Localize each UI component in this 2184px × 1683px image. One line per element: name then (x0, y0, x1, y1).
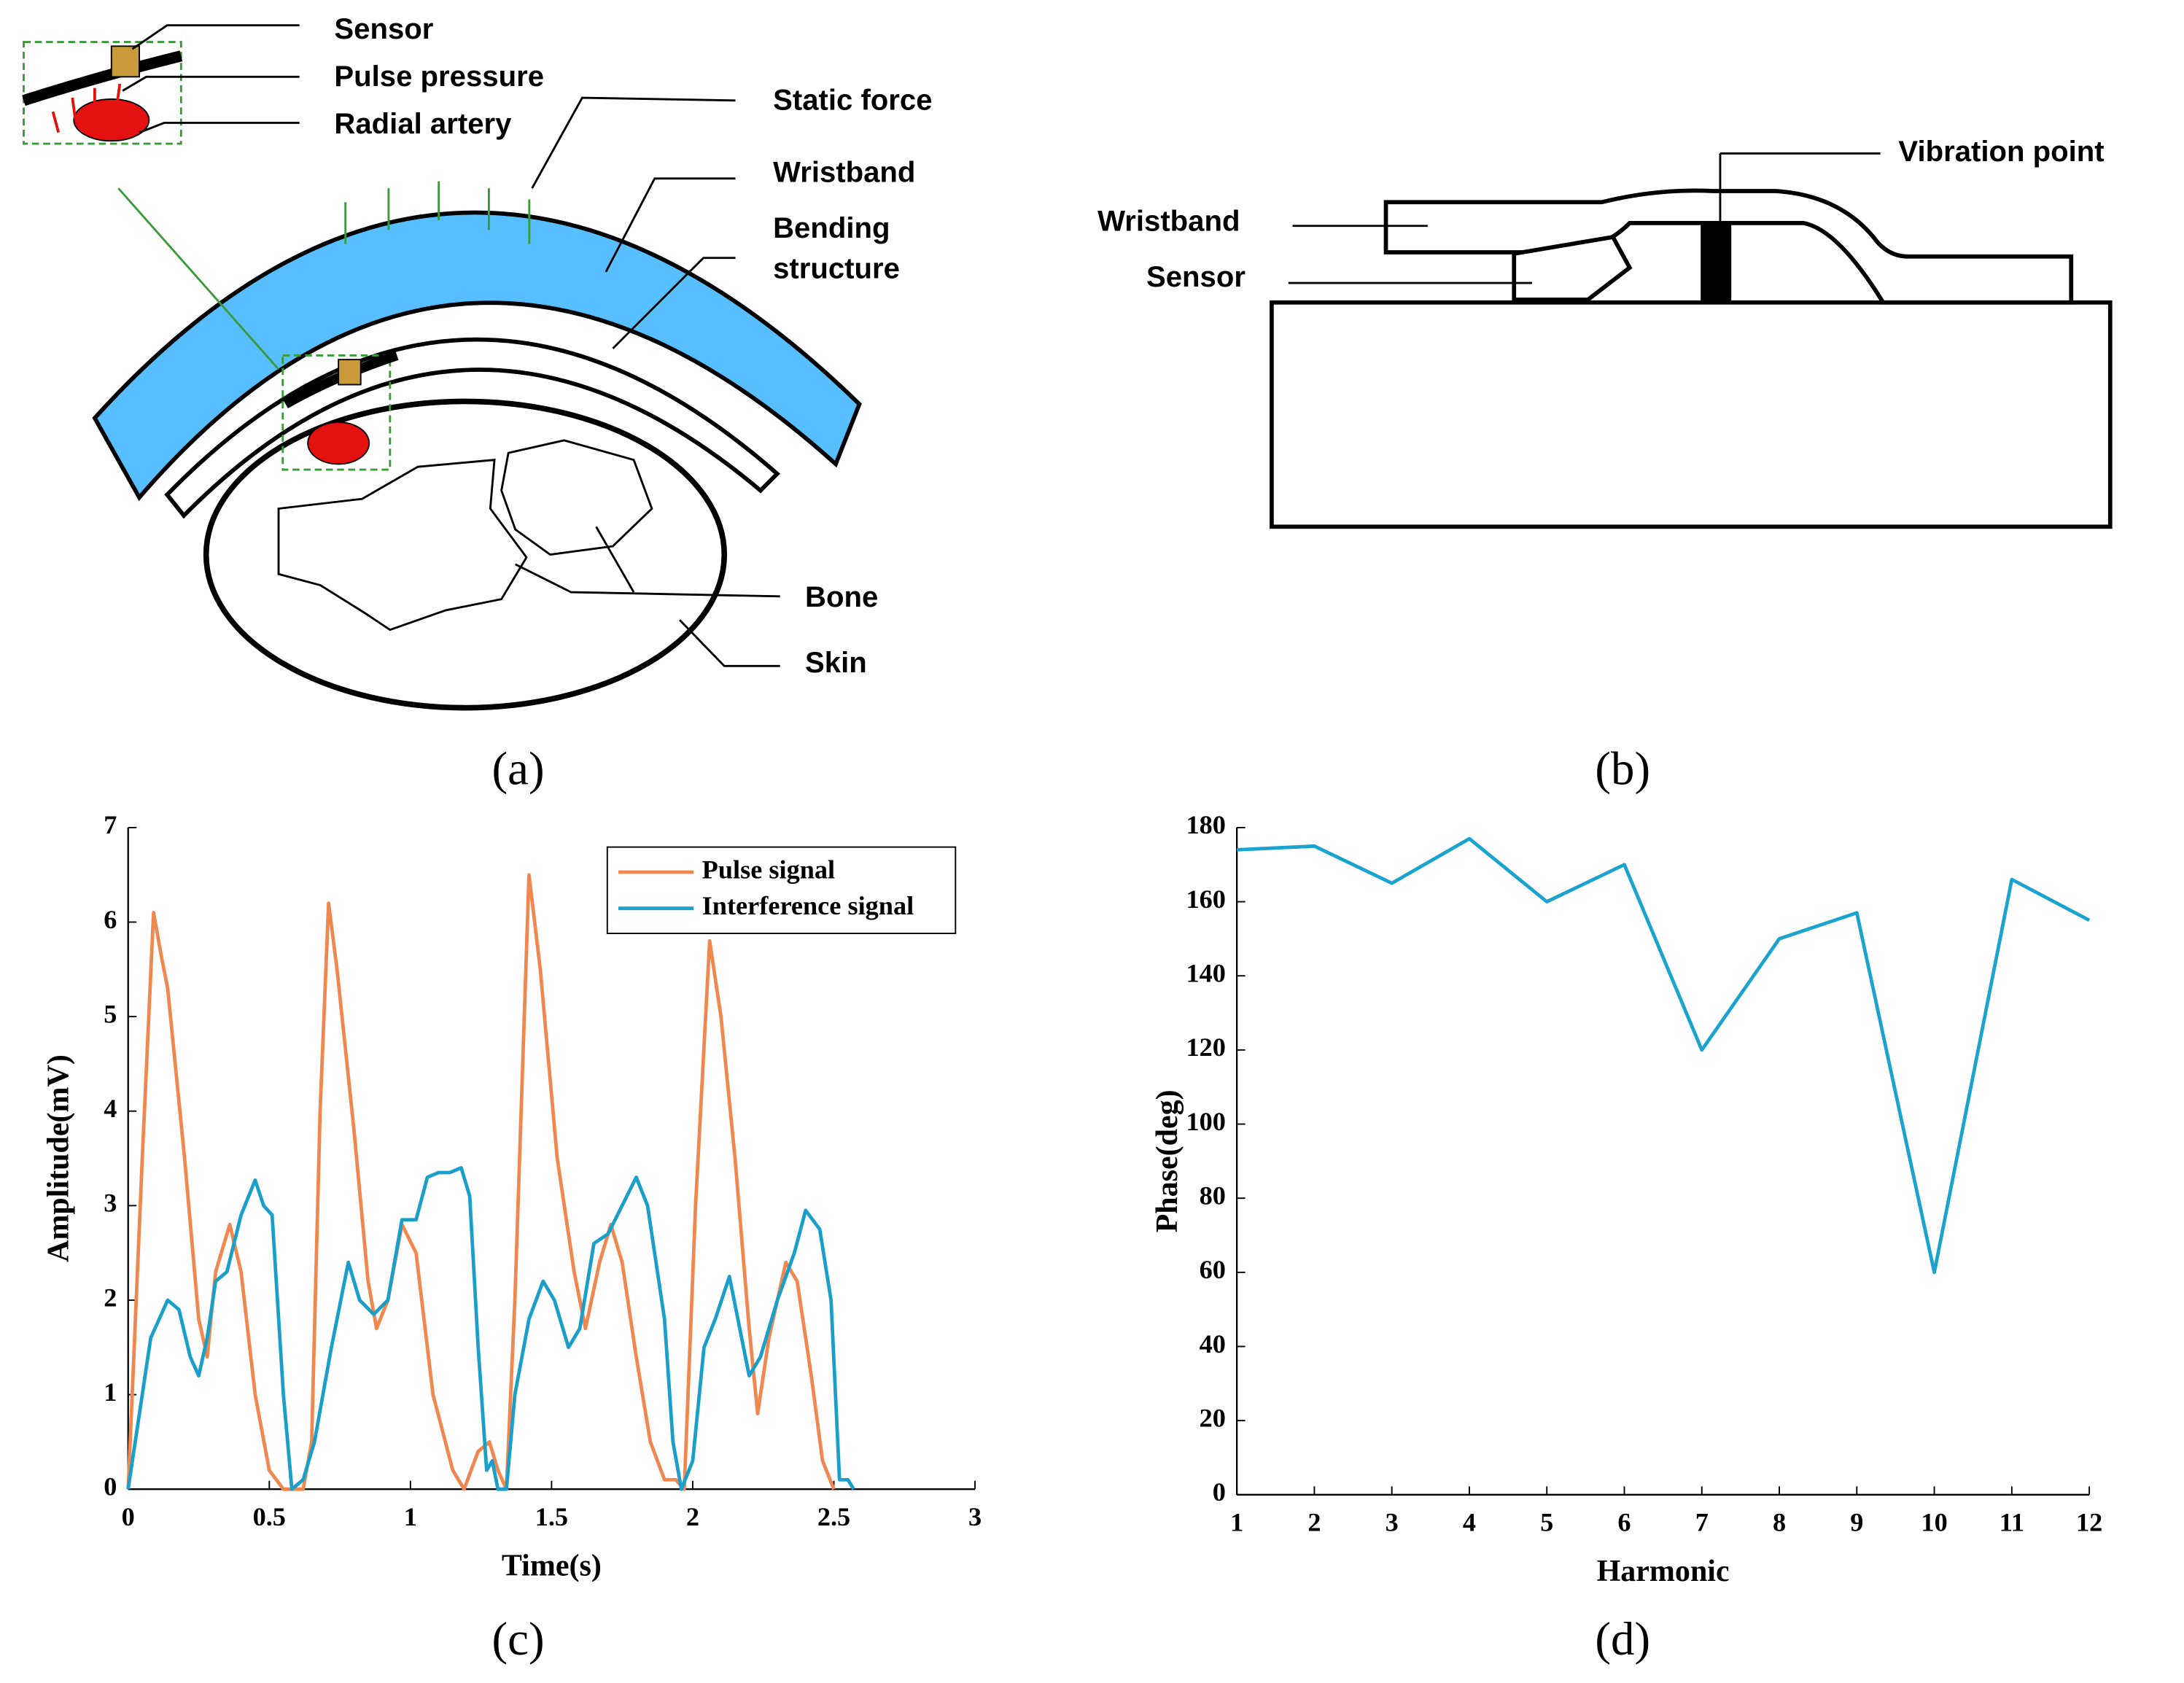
label: Vibration point (1898, 136, 2104, 168)
tissue (22, 50, 183, 106)
x-tick-label: 6 (1617, 1507, 1631, 1536)
wristband (1383, 188, 2074, 305)
label: structure (773, 252, 900, 284)
label: Sensor (1146, 261, 1245, 293)
x-tick-label: 12 (2076, 1507, 2102, 1536)
x-tick-label: 1.5 (535, 1502, 568, 1531)
x-tick-label: 7 (1695, 1507, 1709, 1536)
bone (500, 439, 653, 556)
y-tick-label: 20 (1200, 1403, 1226, 1432)
y-tick-label: 3 (104, 1189, 117, 1218)
y-tick-label: 5 (104, 999, 117, 1028)
x-tick-label: 11 (2000, 1507, 2024, 1536)
x-tick-label: 8 (1773, 1507, 1786, 1536)
y-tick-label: 180 (1186, 810, 1225, 839)
label: Bone (805, 581, 878, 613)
radial-artery (73, 98, 150, 142)
x-axis-label: Time(s) (502, 1550, 602, 1583)
y-tick-label: 0 (104, 1472, 117, 1501)
y-axis-label: Phase(deg) (1151, 1089, 1184, 1232)
caption: (a) (492, 742, 545, 795)
label: Static force (773, 84, 932, 116)
series-line (1237, 836, 2091, 1275)
y-tick-label: 160 (1186, 885, 1225, 914)
y-tick-label: 100 (1186, 1107, 1225, 1136)
x-tick-label: 10 (1921, 1507, 1947, 1536)
wristband (92, 210, 862, 502)
x-tick-label: 1 (1230, 1507, 1243, 1536)
x-axis-label: Harmonic (1597, 1555, 1730, 1588)
y-tick-label: 60 (1200, 1255, 1226, 1284)
x-tick-label: 2 (686, 1502, 699, 1531)
y-tick-label: 1 (104, 1377, 117, 1407)
caption: (b) (1595, 742, 1650, 795)
vibration-point (1701, 222, 1732, 303)
y-tick-label: 7 (104, 810, 117, 839)
x-tick-label: 0 (122, 1502, 135, 1531)
caption: (c) (492, 1613, 545, 1665)
y-tick-label: 80 (1200, 1181, 1226, 1210)
static-force-arrows (117, 181, 531, 370)
sensor (338, 359, 362, 386)
y-tick-label: 140 (1186, 959, 1225, 988)
y-axis-label: Amplitude(mV) (42, 1054, 76, 1262)
x-tick-label: 1 (404, 1502, 417, 1531)
y-tick-label: 2 (104, 1283, 117, 1312)
y-tick-label: 4 (104, 1094, 117, 1123)
x-tick-label: 2 (1307, 1507, 1321, 1536)
inset-box (23, 41, 182, 145)
x-tick-label: 3 (1386, 1507, 1399, 1536)
caption: (d) (1595, 1613, 1650, 1665)
legend-label: Interference signal (702, 891, 914, 920)
diagram-a: Sensor Pulse pressure Radial artery Stat… (22, 13, 933, 795)
bone (277, 459, 528, 631)
label: Wristband (1097, 206, 1240, 238)
y-tick-label: 0 (1213, 1477, 1226, 1507)
y-tick-label: 40 (1200, 1329, 1226, 1359)
chart: 0 1 2 3 4 5 6 7 0 0.5 1 1.5 2 2.5 3 Time(s) Amplitude(mV… (42, 810, 982, 1665)
diagram-b: Vibration point Wristband Sensor (b) (1097, 136, 2113, 795)
radial-artery (307, 421, 370, 465)
y-tick-label: 120 (1186, 1033, 1225, 1062)
inset-box (281, 354, 392, 471)
x-tick-label: 0.5 (253, 1502, 286, 1531)
label: Bending (773, 212, 890, 244)
label: Skin (805, 647, 867, 679)
x-tick-label: 9 (1850, 1507, 1863, 1536)
label: Radial artery (334, 108, 512, 140)
leader-lines (122, 24, 780, 667)
x-tick-label: 3 (968, 1502, 982, 1531)
label: Wristband (773, 157, 915, 189)
pulse-arrows (51, 83, 122, 133)
x-tick-label: 2.5 (817, 1502, 850, 1531)
x-tick-label: 5 (1540, 1507, 1553, 1536)
label: Sensor (334, 13, 433, 45)
sensor (1512, 234, 1633, 302)
label: Pulse pressure (334, 61, 544, 93)
x-tick-label: 4 (1463, 1507, 1476, 1536)
legend-label: Pulse signal (702, 855, 835, 884)
y-tick-label: 6 (104, 905, 117, 934)
sensor (110, 45, 140, 78)
series-line (126, 1166, 855, 1491)
base (1270, 300, 2113, 529)
legend-box (606, 846, 957, 935)
